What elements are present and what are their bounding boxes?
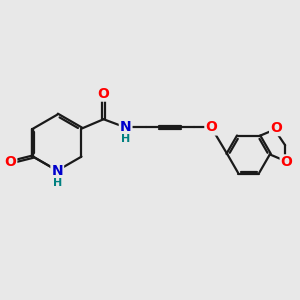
Text: H: H: [53, 178, 62, 188]
Text: O: O: [281, 155, 292, 170]
Text: O: O: [98, 87, 110, 100]
Text: N: N: [120, 121, 131, 134]
Text: O: O: [206, 121, 217, 134]
Text: H: H: [121, 134, 130, 144]
Text: N: N: [51, 164, 63, 178]
Text: O: O: [4, 155, 16, 169]
Text: O: O: [270, 121, 282, 135]
